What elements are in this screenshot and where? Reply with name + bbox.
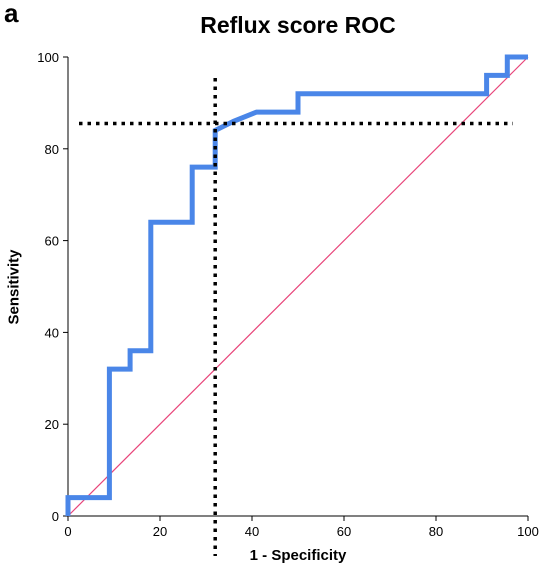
y-tick-label: 20 [45,417,59,432]
chart-title: Reflux score ROC [200,12,396,38]
x-axis-label: 1 - Specificity [249,547,347,564]
y-tick-label: 100 [37,50,59,65]
y-tick-label: 60 [45,234,59,249]
x-tick-label: 20 [153,524,167,539]
x-tick-label: 0 [64,524,71,539]
x-tick-label: 100 [517,524,539,539]
x-tick-label: 40 [245,524,259,539]
roc-curve-line [65,54,528,516]
y-tick-label: 40 [45,325,59,340]
x-tick-label: 80 [429,524,443,539]
y-tick-label: 80 [45,142,59,157]
y-tick-label: 0 [52,509,59,524]
reference-diagonal-line [67,56,529,517]
x-tick-label: 60 [337,524,351,539]
panel-label: a [4,0,19,28]
